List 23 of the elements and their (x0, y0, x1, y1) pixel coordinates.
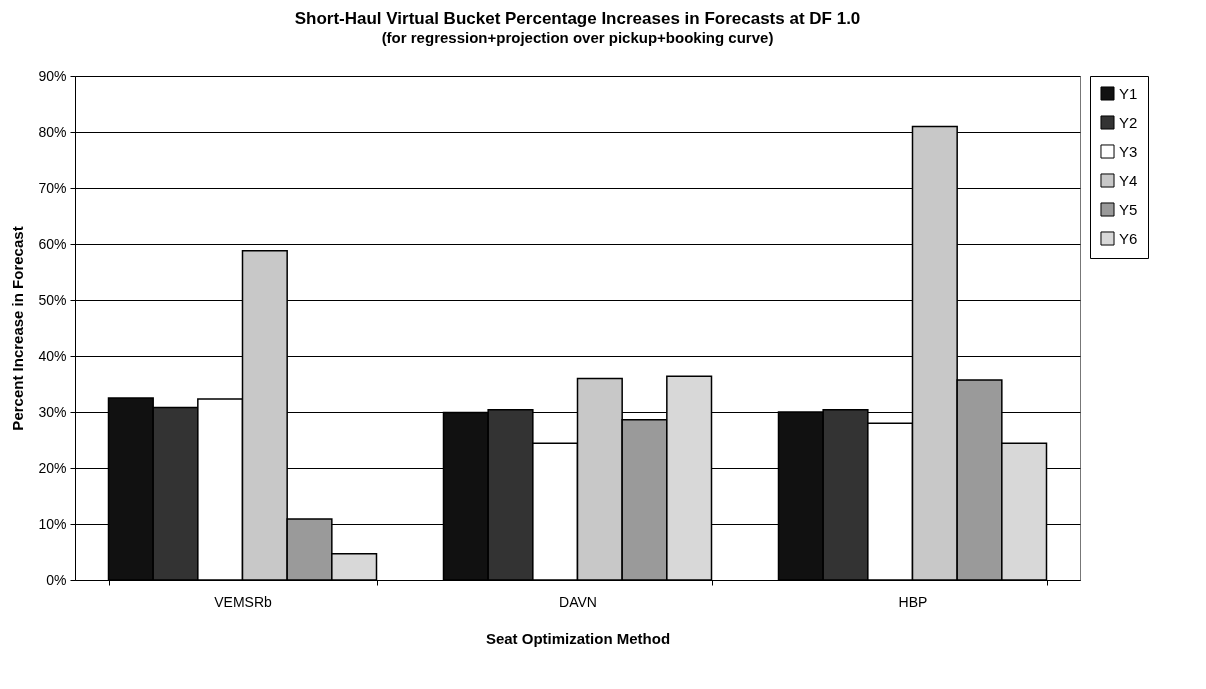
y-tick-label: 40% (38, 347, 67, 364)
y-tick-label: 90% (38, 67, 67, 84)
chart-subtitle: (for regression+projection over pickup+booking curve) (381, 29, 774, 46)
y-tick-label: 60% (38, 235, 67, 252)
x-tick-label: DAVN (559, 593, 597, 610)
y-tick-label: 10% (38, 515, 67, 532)
legend-label: Y1 (1119, 84, 1138, 102)
legend-label: Y4 (1119, 171, 1138, 189)
y-tick-label: 0% (46, 571, 67, 588)
y-tick-label: 70% (38, 179, 67, 196)
y-tick-label: 80% (38, 123, 67, 140)
legend-label: Y3 (1119, 142, 1138, 160)
x-axis-title: Seat Optimization Method (485, 629, 671, 647)
y-tick-label: 20% (38, 459, 67, 476)
x-tick-label: HBP (898, 593, 928, 610)
legend-label: Y5 (1119, 200, 1138, 218)
x-tick-label: VEMSRb (214, 593, 272, 610)
y-tick-label: 30% (38, 403, 67, 420)
chart-title: Short-Haul Virtual Bucket Percentage Increases in Forecasts at DF 1.0 (294, 9, 861, 28)
legend-label: Y2 (1119, 113, 1138, 131)
y-axis-title: Percent Increase in Forecast (9, 226, 27, 431)
legend-label: Y6 (1119, 229, 1138, 247)
y-tick-label: 50% (38, 291, 67, 308)
